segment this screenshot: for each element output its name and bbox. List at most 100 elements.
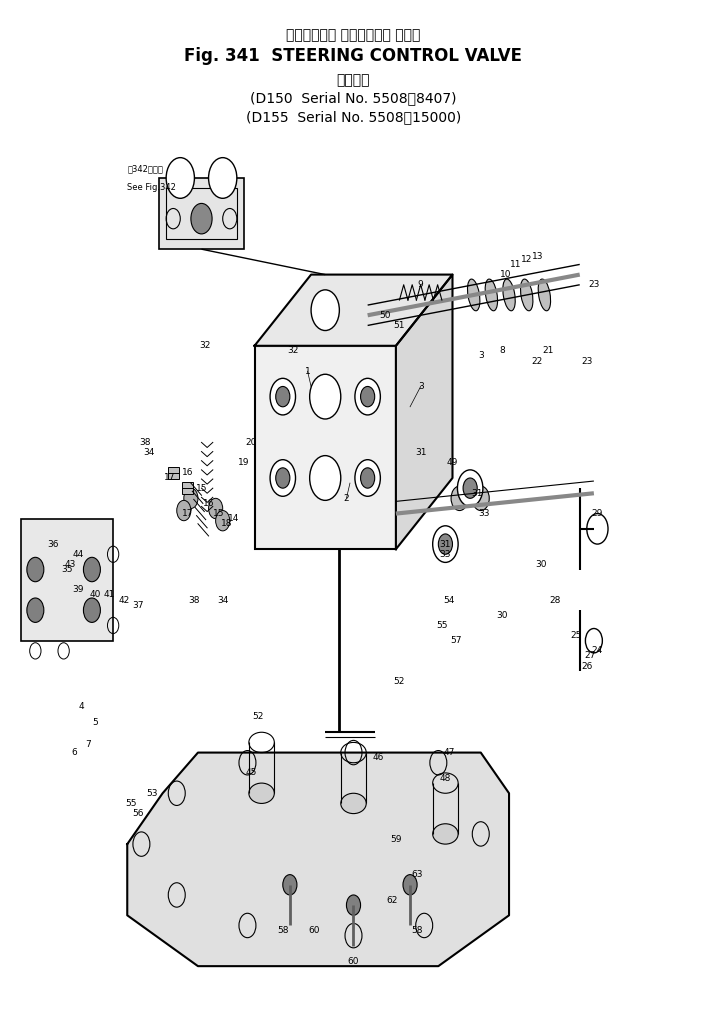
Text: 55: 55 — [125, 799, 136, 807]
Text: 63: 63 — [411, 871, 423, 879]
Text: 36: 36 — [47, 540, 59, 548]
Text: 17: 17 — [182, 510, 193, 518]
Circle shape — [177, 500, 191, 521]
Text: 8: 8 — [499, 347, 505, 355]
Text: 62: 62 — [387, 896, 398, 904]
Text: ステアリング コントロール バルブ: ステアリング コントロール バルブ — [286, 28, 421, 43]
Circle shape — [433, 526, 458, 562]
Bar — [182, 482, 193, 494]
Circle shape — [191, 203, 212, 234]
Text: 29: 29 — [592, 510, 603, 518]
Text: 60: 60 — [348, 957, 359, 965]
Text: 7: 7 — [86, 740, 91, 749]
Text: 52: 52 — [394, 677, 405, 685]
Text: 38: 38 — [139, 438, 151, 446]
Text: 9: 9 — [418, 281, 423, 289]
Ellipse shape — [467, 279, 480, 311]
Text: 48: 48 — [440, 774, 451, 782]
Text: 15: 15 — [214, 510, 225, 518]
Polygon shape — [127, 753, 509, 966]
Text: 27: 27 — [585, 652, 596, 660]
Bar — [168, 467, 179, 479]
Bar — [166, 188, 237, 239]
Text: 12: 12 — [521, 255, 532, 263]
Ellipse shape — [433, 824, 458, 844]
Polygon shape — [255, 275, 452, 346]
Circle shape — [463, 478, 477, 498]
Text: 35: 35 — [62, 565, 73, 574]
Circle shape — [270, 378, 296, 415]
Text: 33: 33 — [440, 550, 451, 558]
Circle shape — [310, 374, 341, 419]
Text: 25: 25 — [571, 632, 582, 640]
Text: 22: 22 — [532, 357, 543, 365]
Text: 59: 59 — [390, 835, 402, 843]
Text: 31: 31 — [472, 489, 483, 497]
Circle shape — [585, 629, 602, 653]
Circle shape — [587, 514, 608, 544]
Text: 58: 58 — [277, 926, 288, 935]
Text: 53: 53 — [146, 789, 158, 797]
Circle shape — [361, 468, 375, 488]
Text: 11: 11 — [510, 260, 522, 268]
Text: 42: 42 — [118, 596, 129, 604]
Text: 第342図参照: 第342図参照 — [127, 164, 163, 173]
Text: 56: 56 — [132, 810, 144, 818]
Circle shape — [403, 875, 417, 895]
Text: 20: 20 — [245, 438, 257, 446]
Text: 13: 13 — [532, 252, 543, 260]
Text: 28: 28 — [549, 596, 561, 604]
Text: 14: 14 — [228, 515, 239, 523]
Circle shape — [472, 486, 489, 511]
Circle shape — [184, 488, 198, 508]
Text: 58: 58 — [411, 926, 423, 935]
Text: 45: 45 — [245, 769, 257, 777]
Text: 適用号機: 適用号機 — [337, 73, 370, 87]
Text: 40: 40 — [90, 591, 101, 599]
Text: 21: 21 — [542, 347, 554, 355]
Circle shape — [209, 498, 223, 519]
Text: 3: 3 — [478, 352, 484, 360]
Text: Fig. 341  STEERING CONTROL VALVE: Fig. 341 STEERING CONTROL VALVE — [185, 47, 522, 65]
Circle shape — [355, 378, 380, 415]
Ellipse shape — [485, 279, 498, 311]
Text: 2: 2 — [344, 494, 349, 502]
Text: 32: 32 — [288, 347, 299, 355]
Text: 54: 54 — [443, 596, 455, 604]
Text: 52: 52 — [252, 713, 264, 721]
Circle shape — [216, 511, 230, 531]
Text: (D150  Serial No. 5508～8407): (D150 Serial No. 5508～8407) — [250, 92, 457, 106]
Text: 38: 38 — [189, 596, 200, 604]
Circle shape — [276, 468, 290, 488]
Text: 1: 1 — [305, 367, 310, 375]
Text: 33: 33 — [479, 510, 490, 518]
Ellipse shape — [538, 279, 551, 311]
Bar — [159, 178, 244, 249]
Circle shape — [83, 598, 100, 622]
Text: 34: 34 — [217, 596, 228, 604]
Text: 23: 23 — [588, 281, 600, 289]
Circle shape — [346, 895, 361, 915]
Text: 24: 24 — [592, 647, 603, 655]
Text: 31: 31 — [440, 540, 451, 548]
Text: See Fig.342: See Fig.342 — [127, 183, 176, 192]
Text: 6: 6 — [71, 749, 77, 757]
Text: 30: 30 — [535, 560, 547, 569]
Text: 57: 57 — [450, 637, 462, 645]
Bar — [255, 346, 396, 549]
Text: 31: 31 — [415, 448, 426, 457]
Polygon shape — [396, 275, 452, 549]
Circle shape — [27, 598, 44, 622]
Text: 50: 50 — [380, 311, 391, 319]
Text: 30: 30 — [496, 611, 508, 619]
Circle shape — [276, 386, 290, 407]
Text: 60: 60 — [309, 926, 320, 935]
Circle shape — [83, 557, 100, 582]
Bar — [21, 519, 113, 641]
Text: 19: 19 — [238, 459, 250, 467]
Text: 4: 4 — [78, 703, 84, 711]
Text: (D155  Serial No. 5508～15000): (D155 Serial No. 5508～15000) — [246, 110, 461, 124]
Text: 23: 23 — [581, 357, 592, 365]
Text: 47: 47 — [443, 749, 455, 757]
Circle shape — [355, 460, 380, 496]
